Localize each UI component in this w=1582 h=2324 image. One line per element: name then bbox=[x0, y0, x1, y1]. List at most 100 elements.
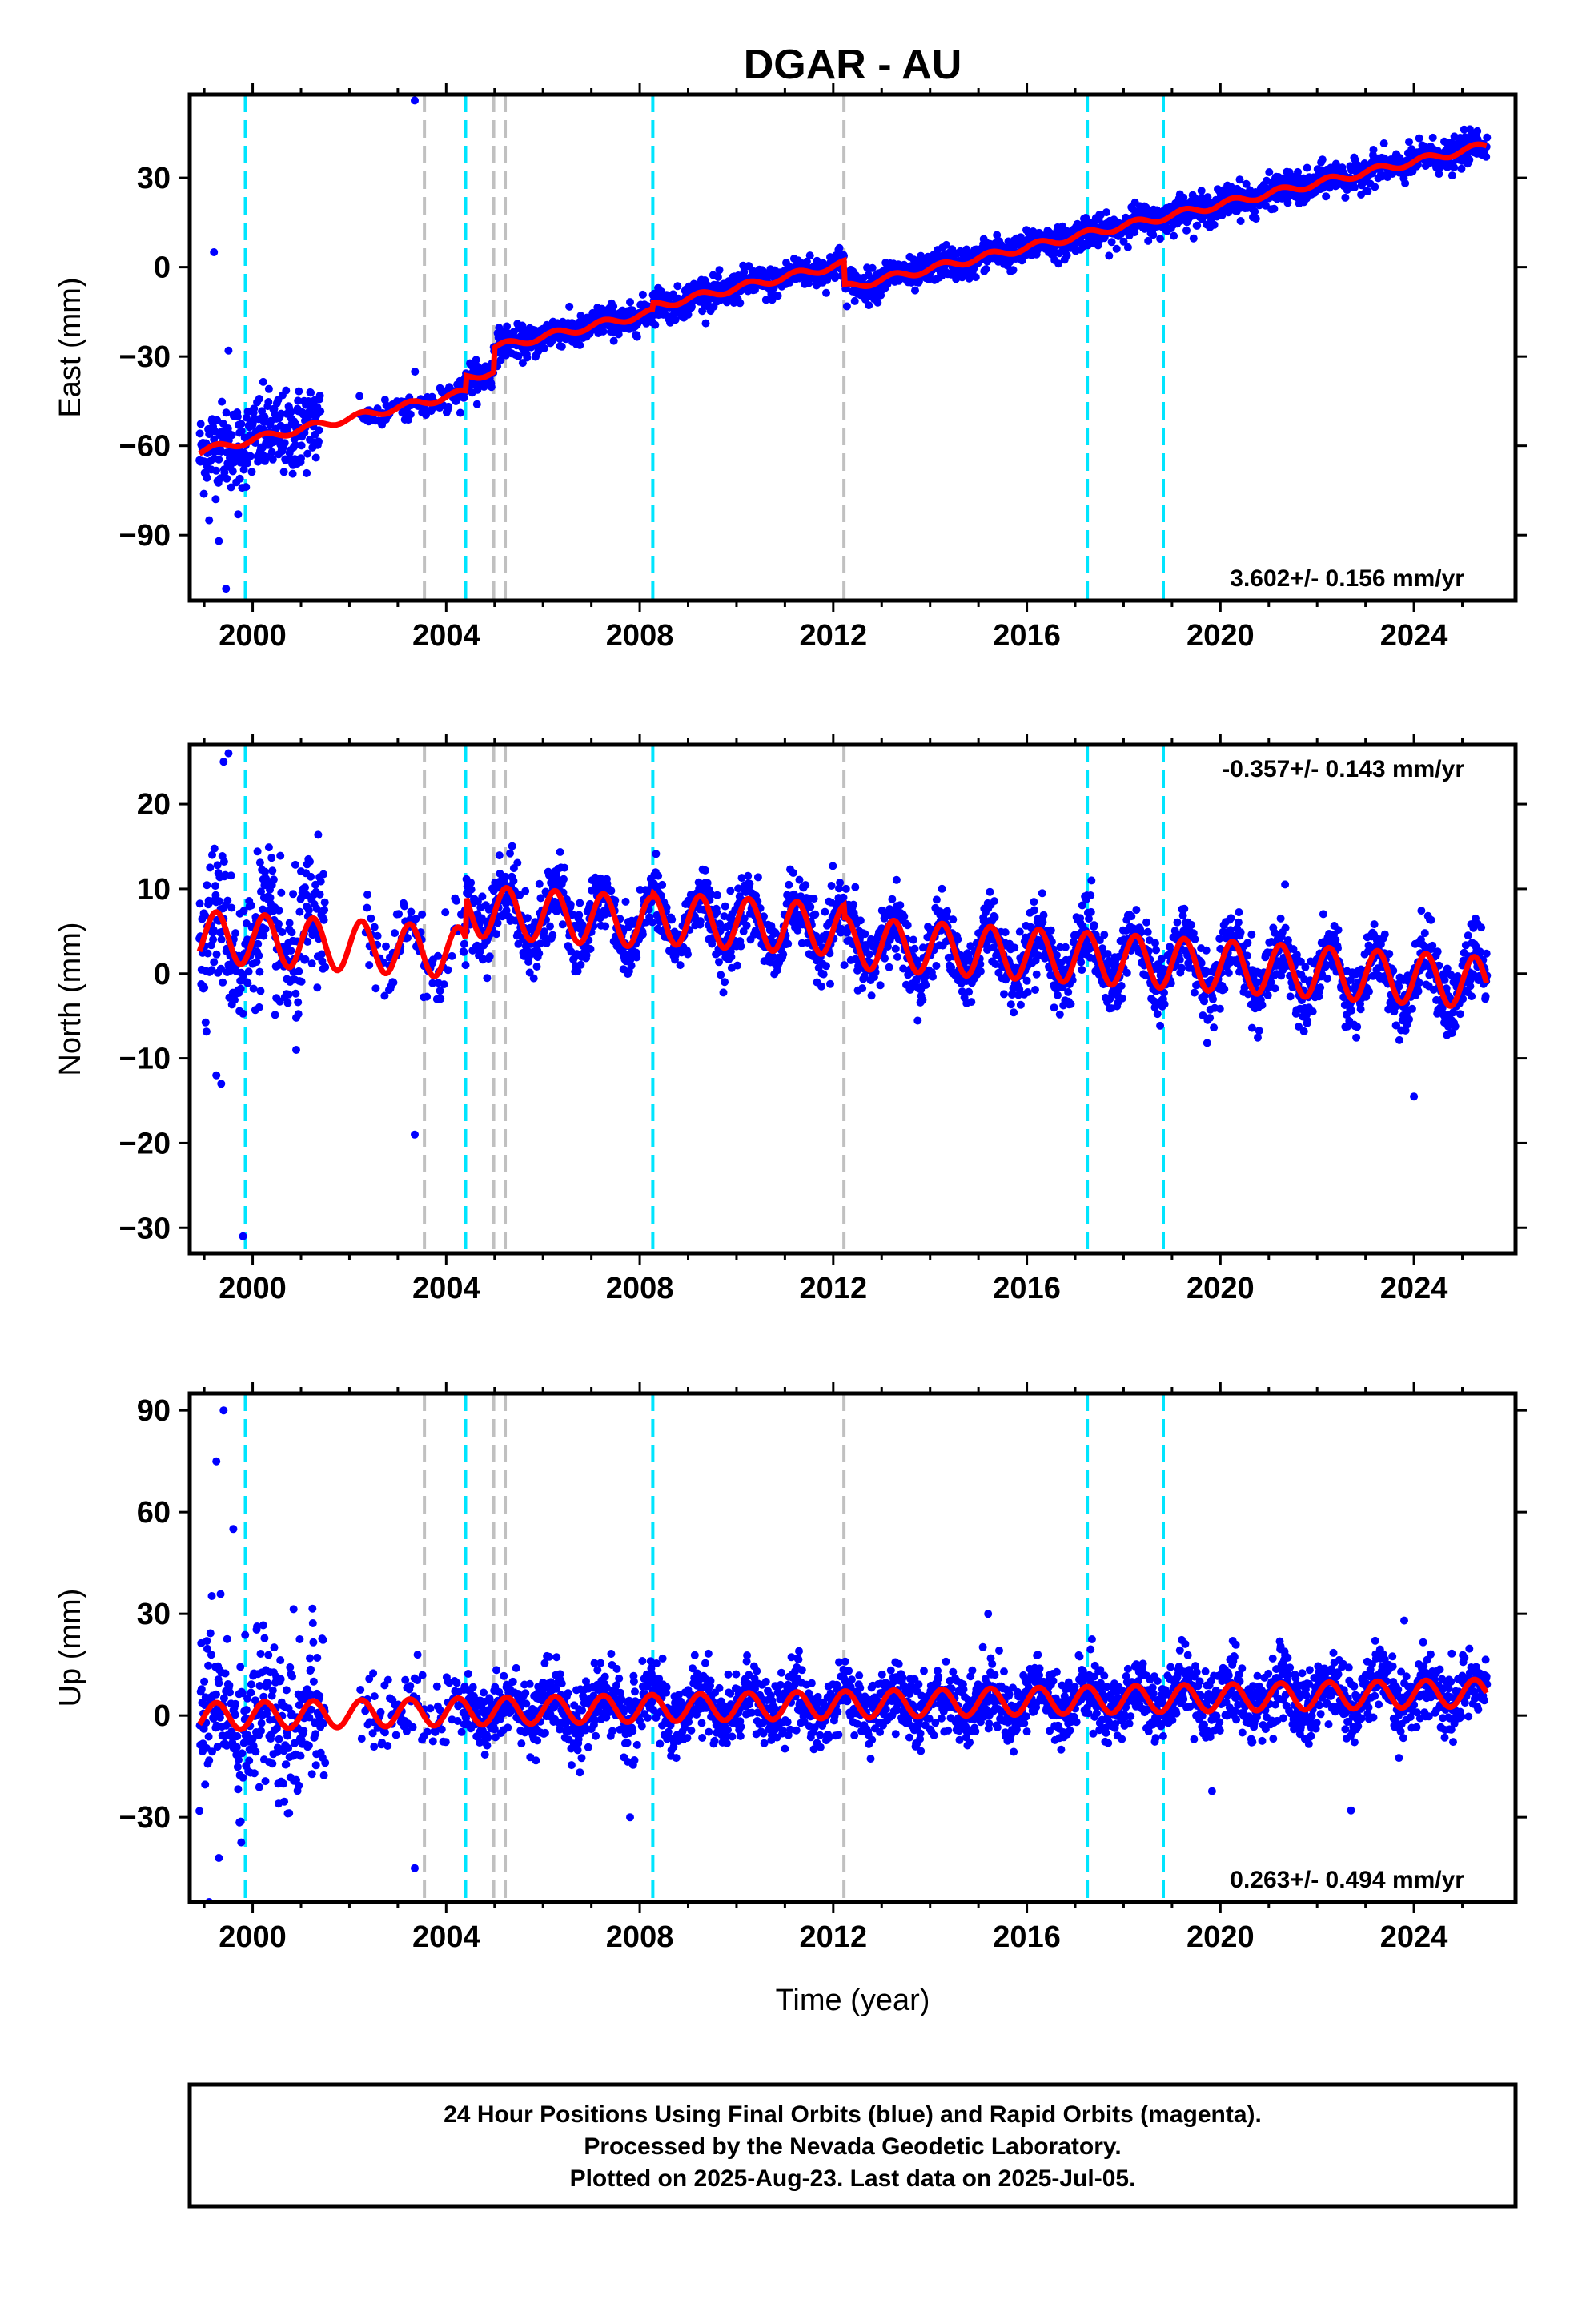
data-point bbox=[220, 468, 229, 476]
data-point bbox=[1401, 179, 1410, 187]
data-point bbox=[1166, 979, 1175, 987]
data-point bbox=[548, 931, 557, 939]
data-point bbox=[745, 879, 754, 888]
data-point bbox=[1039, 911, 1048, 919]
data-point bbox=[1054, 991, 1062, 999]
data-point bbox=[205, 516, 214, 525]
data-point bbox=[224, 346, 233, 355]
data-point bbox=[289, 890, 298, 899]
data-point bbox=[913, 1016, 922, 1025]
data-point bbox=[1055, 1010, 1064, 1019]
data-point bbox=[736, 299, 745, 308]
data-point bbox=[493, 919, 502, 927]
data-point bbox=[524, 958, 533, 966]
data-point bbox=[1209, 995, 1217, 1003]
data-point bbox=[207, 966, 216, 975]
data-point bbox=[243, 459, 251, 468]
data-point bbox=[909, 935, 917, 944]
data-point bbox=[1218, 211, 1227, 219]
data-point bbox=[713, 891, 721, 899]
data-point bbox=[440, 980, 448, 989]
data-point bbox=[1457, 164, 1466, 173]
data-point bbox=[521, 887, 530, 895]
data-point bbox=[1001, 928, 1010, 937]
data-point bbox=[573, 967, 582, 975]
data-point bbox=[654, 871, 663, 880]
data-point bbox=[370, 923, 379, 931]
data-point bbox=[1015, 927, 1024, 936]
data-point bbox=[307, 872, 315, 881]
data-point bbox=[1405, 138, 1413, 147]
data-point bbox=[1460, 125, 1468, 134]
data-point bbox=[266, 893, 275, 902]
data-point bbox=[278, 928, 287, 936]
data-point bbox=[223, 474, 231, 483]
data-point bbox=[1227, 914, 1235, 923]
data-point bbox=[638, 290, 647, 299]
data-point bbox=[568, 910, 576, 919]
data-point bbox=[1010, 943, 1019, 952]
data-point bbox=[1180, 904, 1189, 913]
data-point bbox=[806, 903, 815, 911]
data-point bbox=[255, 858, 264, 867]
data-point bbox=[203, 473, 211, 482]
data-point bbox=[261, 925, 270, 934]
data-point bbox=[1064, 987, 1073, 996]
data-point bbox=[1132, 906, 1141, 915]
data-point bbox=[836, 879, 845, 887]
data-point bbox=[303, 937, 312, 946]
data-point bbox=[1030, 898, 1038, 907]
data-point bbox=[1144, 236, 1153, 245]
data-point bbox=[259, 377, 267, 386]
data-point bbox=[721, 978, 729, 987]
data-point bbox=[1160, 988, 1168, 997]
data-point bbox=[761, 296, 770, 304]
data-point bbox=[817, 982, 825, 991]
data-point bbox=[423, 992, 432, 1001]
data-point bbox=[1261, 201, 1270, 210]
data-point bbox=[1078, 901, 1086, 910]
data-point bbox=[566, 900, 575, 909]
data-point bbox=[1193, 221, 1202, 230]
data-point bbox=[856, 916, 865, 925]
data-point bbox=[733, 961, 741, 970]
data-point bbox=[294, 1010, 303, 1019]
data-point bbox=[1156, 1021, 1165, 1030]
data-point bbox=[404, 934, 412, 942]
data-point bbox=[558, 920, 567, 929]
data-point bbox=[740, 914, 749, 923]
data-point bbox=[1149, 231, 1158, 239]
data-point bbox=[1142, 918, 1150, 927]
data-point bbox=[1087, 876, 1096, 885]
data-point bbox=[391, 929, 399, 938]
data-point bbox=[1322, 192, 1331, 201]
data-point bbox=[315, 437, 323, 446]
data-point bbox=[291, 860, 299, 869]
data-point bbox=[599, 327, 608, 336]
data-point bbox=[1062, 251, 1071, 259]
x-tick-label: 2000 bbox=[219, 619, 287, 653]
data-point bbox=[395, 910, 403, 919]
data-point bbox=[737, 942, 745, 951]
data-point bbox=[986, 887, 994, 896]
data-point bbox=[268, 455, 277, 464]
data-point bbox=[206, 863, 215, 872]
data-point bbox=[651, 320, 660, 329]
data-point bbox=[254, 939, 263, 948]
data-point bbox=[227, 483, 235, 492]
data-point bbox=[406, 410, 415, 419]
data-point bbox=[508, 842, 516, 850]
data-point bbox=[1235, 908, 1243, 916]
data-point bbox=[319, 915, 328, 924]
data-point bbox=[295, 387, 303, 396]
data-point bbox=[715, 266, 724, 275]
data-point bbox=[560, 863, 569, 872]
data-point bbox=[900, 912, 909, 921]
data-point bbox=[713, 908, 721, 917]
data-point bbox=[713, 273, 722, 281]
data-point bbox=[1123, 243, 1132, 251]
data-point bbox=[1197, 959, 1206, 967]
data-point bbox=[540, 933, 549, 942]
y-tick-label: −90 bbox=[119, 519, 171, 553]
data-point bbox=[1050, 1003, 1058, 1012]
